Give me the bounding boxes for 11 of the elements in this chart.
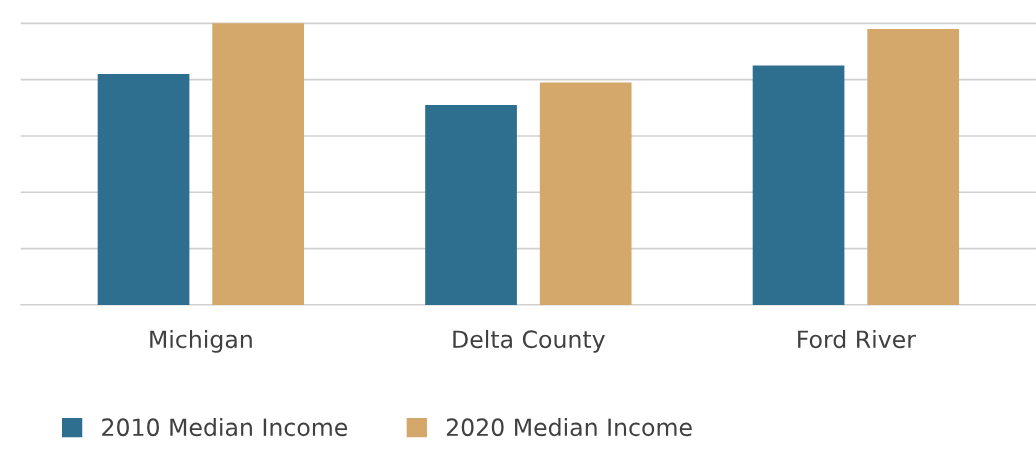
legend-label: 2010 Median Income bbox=[102, 417, 348, 437]
x-tick-label: Ford River bbox=[798, 329, 916, 349]
bar bbox=[97, 74, 190, 305]
x-tick-label: Delta County bbox=[453, 329, 605, 353]
bar bbox=[752, 65, 845, 305]
x-tick-label: Michigan bbox=[150, 329, 252, 353]
bar bbox=[212, 23, 305, 305]
bar bbox=[539, 82, 632, 305]
legend-label: 2020 Median Income bbox=[446, 417, 692, 437]
bar bbox=[867, 28, 960, 305]
bar bbox=[425, 104, 517, 305]
